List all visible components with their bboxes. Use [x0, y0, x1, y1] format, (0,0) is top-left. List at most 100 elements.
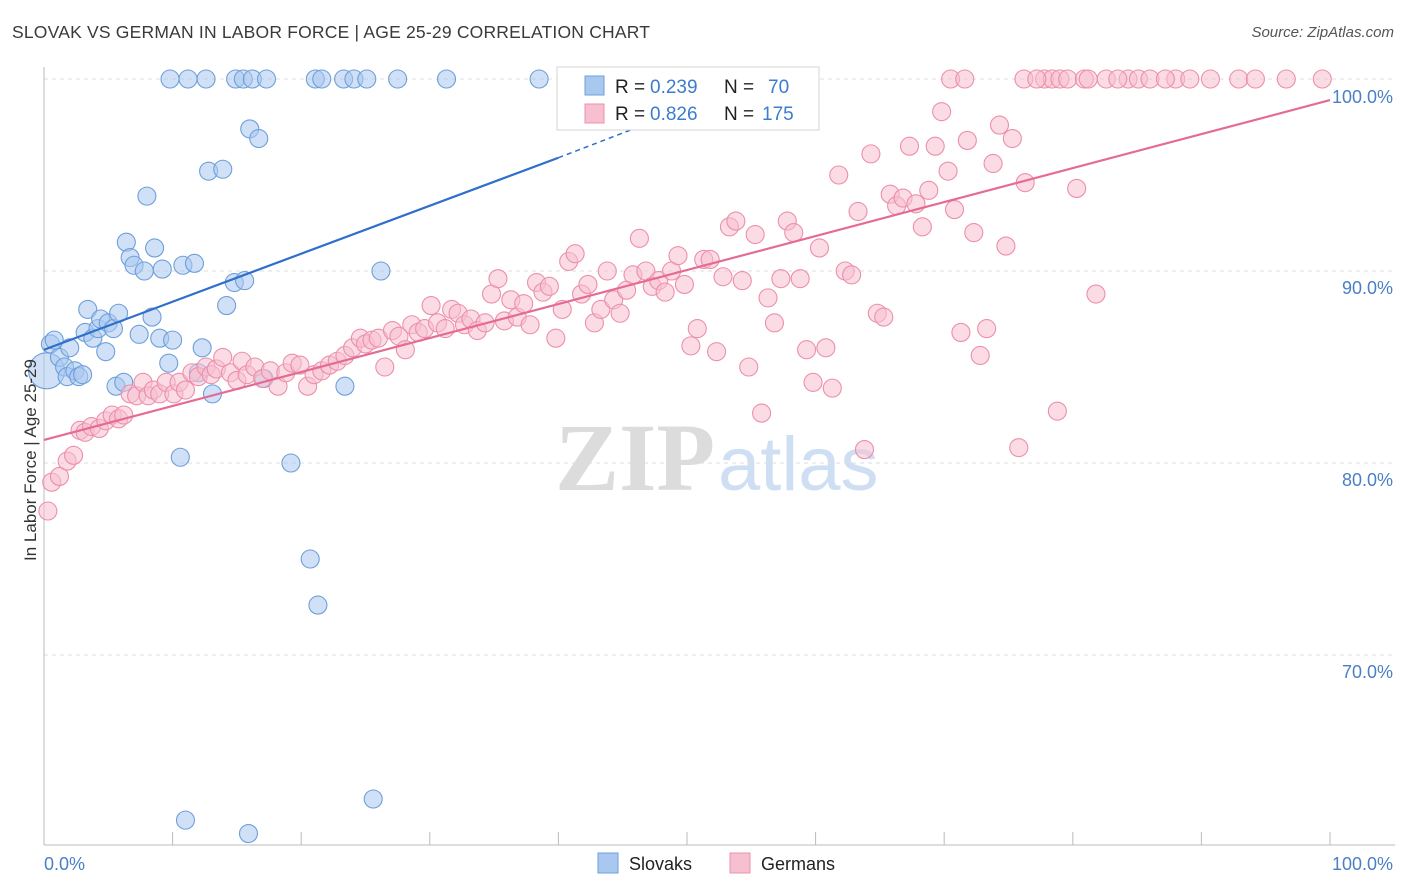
- german-point-175: [1155, 69, 1175, 89]
- trend-lines: [43, 99, 1331, 442]
- german-point-73: [520, 315, 540, 335]
- slovak-point-33: [170, 447, 190, 467]
- german-point-99: [687, 319, 707, 339]
- legend-n-label-0: N =: [724, 77, 754, 98]
- german-point-147: [996, 236, 1016, 256]
- german-point-143: [970, 345, 990, 366]
- slovaks-trend-extension: [558, 122, 649, 159]
- german-point-155: [955, 69, 975, 89]
- german-point-167: [1180, 69, 1200, 89]
- watermark-atlas: atlas: [718, 422, 879, 507]
- german-point-139: [944, 200, 965, 220]
- x-tick-label-max: 100.0%: [1332, 854, 1393, 874]
- german-point-72: [514, 294, 534, 314]
- german-point-106: [732, 271, 752, 291]
- german-point-28: [213, 347, 233, 367]
- german-point-105: [726, 211, 746, 231]
- y-tick-label-70: 70.0%: [1342, 662, 1393, 682]
- slovak-point-54: [371, 261, 391, 281]
- german-point-39: [290, 355, 310, 375]
- german-point-152: [1067, 178, 1087, 198]
- slovak-point-38: [192, 338, 212, 358]
- german-point-148: [1002, 128, 1022, 149]
- german-point-134: [912, 217, 932, 237]
- german-point-176: [1078, 69, 1098, 89]
- slovak-point-25: [134, 261, 154, 281]
- slovak-point-69: [529, 69, 549, 89]
- german-point-168: [1200, 69, 1220, 89]
- slovak-point-51: [308, 595, 328, 615]
- german-point-114: [784, 223, 804, 243]
- slovak-point-45: [238, 824, 259, 844]
- legend-r-label-0: R =: [615, 77, 645, 98]
- slovak-point-30: [152, 259, 172, 279]
- german-point-80: [565, 244, 585, 264]
- german-point-97: [674, 274, 694, 294]
- german-point-2: [49, 466, 69, 486]
- german-point-124: [848, 201, 868, 222]
- slovak-point-68: [436, 69, 457, 89]
- legend-r-value-1: 0.826: [650, 104, 698, 125]
- german-point-142: [964, 223, 984, 243]
- german-point-173: [1027, 69, 1047, 89]
- german-point-68: [488, 269, 508, 289]
- slovak-point-41: [213, 159, 233, 179]
- german-point-121: [829, 165, 849, 185]
- slovak-point-9: [73, 365, 93, 385]
- german-point-145: [983, 153, 1003, 174]
- y-axis-label: In Labor Force | Age 25-29: [21, 359, 40, 561]
- german-point-77: [546, 328, 566, 348]
- bottom-legend-germans: Germans: [761, 854, 835, 874]
- german-point-94: [655, 282, 675, 302]
- slovak-point-53: [363, 789, 383, 809]
- german-point-141: [957, 130, 977, 150]
- legend-box: R = 0.239 N = 70 R = 0.826 N = 175: [556, 66, 820, 131]
- slovak-point-50: [300, 549, 320, 569]
- slovak-point-56: [178, 69, 198, 89]
- slovak-point-15: [96, 342, 116, 362]
- german-point-102: [707, 342, 727, 362]
- legend-swatch-germans: [584, 103, 605, 124]
- source-label: Source: ZipAtlas.com: [1251, 24, 1394, 41]
- slovak-point-24: [129, 324, 149, 344]
- y-tick-label-100: 100.0%: [1332, 87, 1393, 107]
- german-point-84: [591, 299, 611, 319]
- german-point-4: [64, 445, 84, 465]
- german-point-149: [1009, 438, 1029, 458]
- german-point-98: [681, 336, 701, 356]
- german-point-146: [989, 115, 1010, 135]
- german-point-110: [758, 288, 778, 308]
- slovak-point-26: [137, 186, 157, 206]
- german-point-115: [790, 269, 810, 289]
- slovak-point-61: [256, 69, 277, 89]
- germans-points: [38, 69, 1332, 521]
- legend-swatch-slovaks: [584, 75, 605, 96]
- slovak-point-57: [196, 69, 216, 89]
- german-point-112: [771, 269, 791, 289]
- y-tick-label-90: 90.0%: [1342, 278, 1393, 298]
- slovak-point-42: [217, 296, 237, 316]
- german-point-126: [861, 144, 881, 164]
- slovak-point-28: [145, 238, 165, 258]
- german-point-125: [854, 440, 875, 460]
- german-point-169: [1229, 69, 1249, 89]
- german-point-137: [932, 102, 952, 122]
- german-point-174: [1108, 69, 1128, 89]
- slovak-point-27: [142, 307, 162, 327]
- bottom-legend: Slovaks Germans: [597, 852, 835, 874]
- german-point-120: [822, 378, 842, 398]
- german-point-58: [421, 296, 441, 316]
- german-point-140: [951, 322, 971, 342]
- german-point-128: [874, 307, 894, 327]
- german-point-132: [899, 136, 920, 156]
- german-point-153: [1086, 284, 1106, 304]
- chart-title: SLOVAK VS GERMAN IN LABOR FORCE | AGE 25…: [12, 22, 651, 42]
- slovak-point-55: [160, 69, 180, 89]
- german-point-171: [1276, 69, 1296, 89]
- slovak-point-11: [78, 299, 98, 319]
- slovak-point-49: [281, 453, 301, 473]
- watermark-zip: ZIP: [555, 404, 715, 511]
- german-point-118: [809, 238, 830, 258]
- german-point-22: [175, 380, 196, 400]
- german-point-170: [1245, 69, 1265, 89]
